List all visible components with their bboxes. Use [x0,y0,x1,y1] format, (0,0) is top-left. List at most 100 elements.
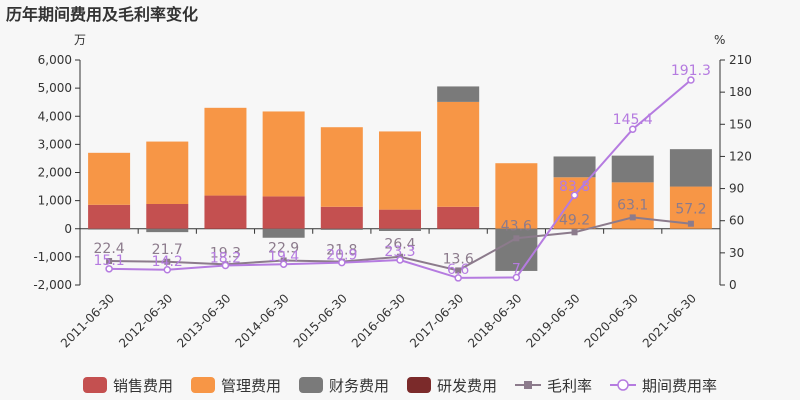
legend-item[interactable]: 期间费用率 [610,375,717,396]
left-tick-label: 6,000 [38,53,72,67]
legend-swatch [190,377,215,393]
bar-segment [437,206,480,229]
x-tick-label: 2021-06-30 [640,291,699,350]
bar-segment [146,228,189,233]
point-marker [455,267,462,274]
data-label: 6.6 [447,262,469,278]
point-marker [571,229,578,236]
legend-item[interactable]: 财务费用 [298,375,389,396]
legend-item[interactable]: 销售费用 [82,375,173,396]
data-label: 21.8 [326,243,357,259]
point-marker [687,76,695,84]
legend-label: 销售费用 [112,376,173,395]
data-label: 15.1 [94,253,125,269]
data-label: 23.3 [384,244,415,260]
bar-segment [320,228,363,230]
data-label: 19.4 [268,249,299,265]
right-tick-label: 30 [729,246,744,260]
x-tick-label: 2016-06-30 [349,291,408,350]
bar-segment [495,163,538,229]
data-label: 43.6 [501,218,532,234]
left-tick-label: -2,000 [33,278,72,292]
left-tick-label: 3,000 [38,137,72,151]
right-axis-unit: % [714,33,725,47]
right-tick-label: 150 [729,117,752,131]
point-marker [687,220,694,227]
x-tick-label: 2014-06-30 [233,291,292,350]
legend-item[interactable]: 研发费用 [407,375,497,396]
right-tick-label: 60 [729,214,744,228]
data-label: 19.3 [210,245,241,261]
data-label: 13.6 [443,251,474,267]
data-label: 18.2 [210,251,241,267]
right-tick-label: 180 [729,85,752,99]
point-marker [163,266,172,274]
legend-label: 财务费用 [328,376,389,395]
legend-swatch [407,377,431,393]
bar-segment [88,228,131,230]
data-label: 191.3 [671,63,711,79]
x-tick-label: 2019-06-30 [523,291,582,350]
legend-swatch [82,377,107,393]
data-label: 22.9 [268,240,299,256]
bar-segment [379,209,421,229]
point-marker [105,265,113,273]
legend-line-symbol [515,381,542,389]
legend-line-symbol [610,379,637,391]
left-tick-label: -1,000 [33,250,72,264]
right-tick-label: 0 [729,278,737,292]
legend-label: 期间费用率 [642,376,718,395]
bar-segment [553,156,596,178]
data-label: 83.8 [559,179,590,195]
point-marker [164,258,171,265]
legend: 销售费用 管理费用 财务费用 研发费用 毛利率 期间费用率 [0,372,800,398]
legend-item[interactable]: 管理费用 [190,375,281,396]
left-tick-label: 5,000 [38,81,72,95]
point-marker [629,214,636,221]
data-label: 21.7 [152,242,183,258]
data-labels-layer: 22.4 21.7 19.3 22.9 21.8 26.4 13.6 43.6 49.2 63.1… [94,63,711,278]
point-marker [338,258,346,267]
bar-segment [320,127,363,207]
x-tick-label: 2018-06-30 [465,291,524,350]
right-tick-label: 120 [729,149,752,163]
left-tick-label: 4,000 [38,109,72,123]
point-marker [454,274,462,282]
right-tick-label: 90 [729,182,744,196]
data-label: 26.4 [384,237,415,253]
bar-segment [320,206,363,229]
data-label: 20.9 [326,248,357,264]
data-label: 57.2 [675,202,706,218]
data-label: 145.4 [613,112,653,128]
bar-segment [437,101,480,207]
legend-swatch [298,377,323,393]
x-tick-label: 2012-06-30 [116,291,175,350]
bar-segment [146,141,189,204]
bar-segment [262,111,305,197]
legend-label: 毛利率 [547,376,593,395]
chart-title: 历年期间费用及毛利率变化 [6,5,198,24]
left-axis-unit: 万 [74,33,86,47]
bar-segment [379,228,421,231]
lines-layer [105,76,695,282]
bar-segment [204,107,247,196]
x-tick-label: 2020-06-30 [582,291,641,350]
point-marker [396,256,404,264]
point-marker [279,260,288,268]
x-tick-label: 2017-06-30 [407,291,466,350]
bar-segment [88,152,131,205]
bar-segment [379,131,421,210]
data-label: 49.2 [559,212,590,228]
left-tick-label: 2,000 [38,166,72,180]
point-marker [570,191,579,199]
legend-label: 管理费用 [220,376,281,395]
left-tick-label: 1,000 [38,194,72,208]
data-label: 63.1 [617,197,648,213]
legend-item[interactable]: 毛利率 [515,375,592,396]
bar-segment [88,204,131,229]
bar-segment [262,228,305,238]
point-marker [221,261,230,270]
bar-segment [553,177,596,229]
data-label: 7 [512,262,521,278]
